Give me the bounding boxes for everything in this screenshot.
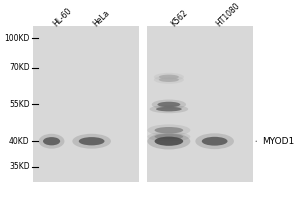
Ellipse shape bbox=[154, 76, 184, 84]
Ellipse shape bbox=[147, 133, 190, 149]
Ellipse shape bbox=[152, 100, 186, 109]
Text: 40KD: 40KD bbox=[9, 137, 30, 146]
Ellipse shape bbox=[202, 137, 227, 146]
Ellipse shape bbox=[154, 73, 184, 81]
Bar bbox=[139, 26, 147, 182]
Ellipse shape bbox=[156, 107, 182, 111]
Text: HT1080: HT1080 bbox=[215, 1, 242, 28]
Text: 55KD: 55KD bbox=[9, 100, 30, 109]
Text: MYOD1: MYOD1 bbox=[262, 137, 294, 146]
Ellipse shape bbox=[147, 124, 190, 136]
Ellipse shape bbox=[158, 102, 180, 107]
Ellipse shape bbox=[72, 134, 111, 149]
Text: 100KD: 100KD bbox=[4, 34, 30, 43]
Text: K562: K562 bbox=[169, 8, 189, 28]
Ellipse shape bbox=[150, 105, 188, 113]
Ellipse shape bbox=[154, 134, 183, 139]
Bar bbox=[147, 26, 253, 182]
Text: 35KD: 35KD bbox=[9, 162, 30, 171]
Ellipse shape bbox=[79, 137, 104, 145]
Text: HeLa: HeLa bbox=[92, 8, 112, 28]
Ellipse shape bbox=[195, 133, 234, 149]
Text: 70KD: 70KD bbox=[9, 63, 30, 72]
Bar bbox=[33, 26, 139, 182]
Text: HL-60: HL-60 bbox=[52, 6, 74, 28]
Ellipse shape bbox=[147, 132, 190, 142]
Ellipse shape bbox=[154, 137, 183, 146]
Ellipse shape bbox=[159, 75, 179, 79]
Ellipse shape bbox=[39, 134, 64, 149]
Ellipse shape bbox=[43, 137, 60, 145]
Ellipse shape bbox=[159, 77, 179, 82]
Ellipse shape bbox=[154, 127, 183, 133]
